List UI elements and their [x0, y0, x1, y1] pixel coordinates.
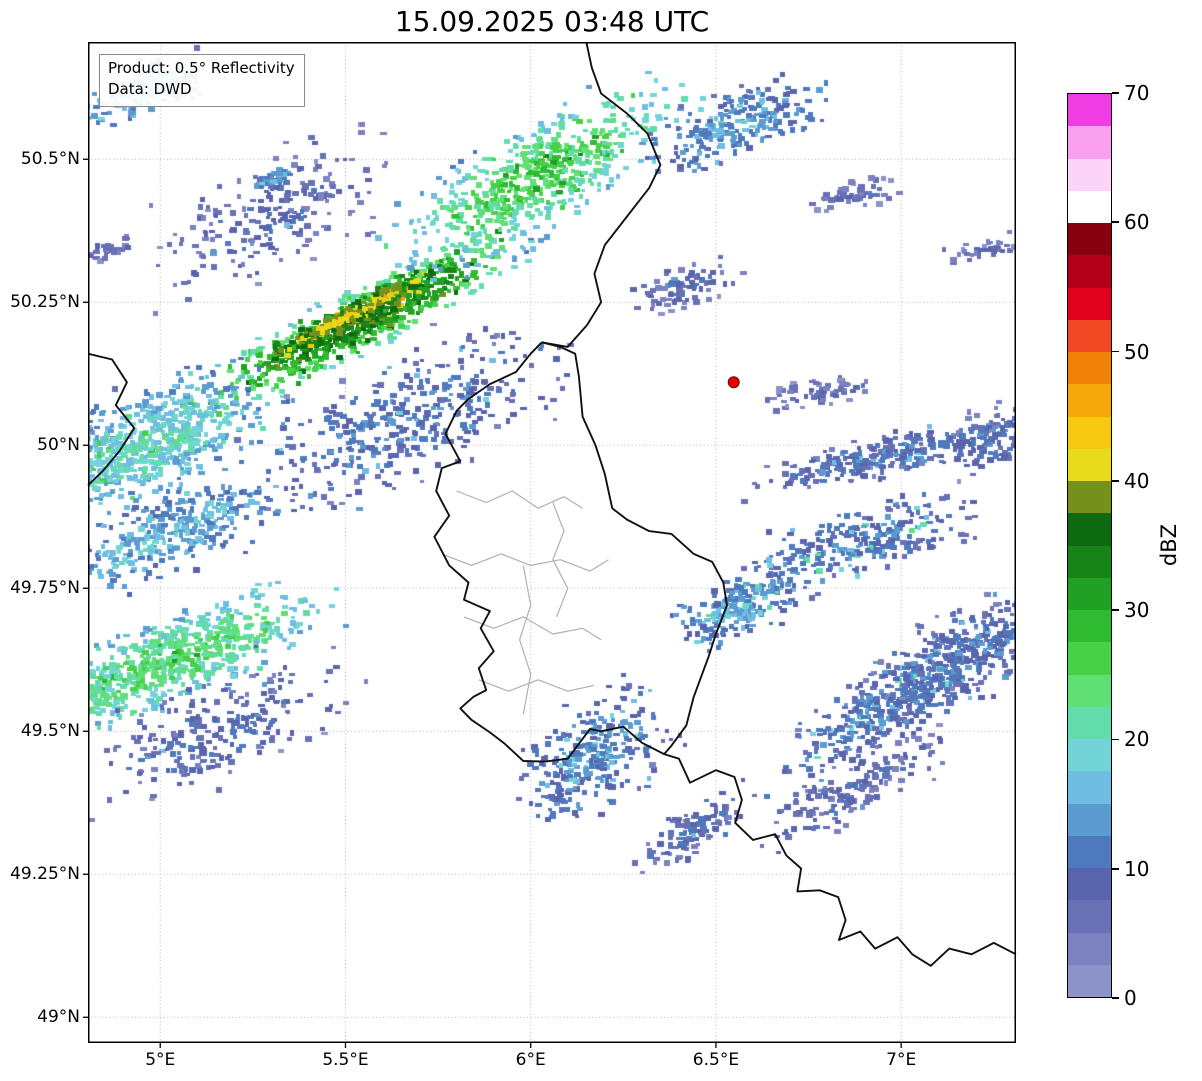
- colorbar-segment: [1068, 126, 1111, 159]
- colorbar-segment: [1068, 287, 1111, 320]
- colorbar-tick: [1112, 609, 1119, 611]
- colorbar-tick: [1112, 738, 1119, 741]
- colorbar-segment: [1068, 706, 1111, 739]
- colorbar-segment: [1068, 94, 1111, 127]
- axis-spine: [88, 42, 1016, 1043]
- y-tick-label: 49.25°N: [10, 864, 80, 885]
- y-tick-label: 49.75°N: [10, 578, 80, 599]
- region-border-path: [463, 616, 602, 641]
- colorbar-segment: [1068, 513, 1111, 546]
- figure-title: 15.09.2025 03:48 UTC: [394, 5, 710, 38]
- colorbar-segment: [1068, 223, 1111, 256]
- colorbar-segment: [1068, 674, 1111, 707]
- colorbar: [1067, 93, 1112, 998]
- colorbar-tick: [1112, 867, 1119, 870]
- colorbar-segment: [1068, 481, 1111, 514]
- country-border-path: [433, 341, 728, 763]
- colorbar-tick-label: 60: [1124, 210, 1150, 235]
- colorbar-segment: [1068, 158, 1111, 191]
- colorbar-segment: [1068, 771, 1111, 804]
- colorbar-tick-label: 70: [1124, 81, 1150, 105]
- colorbar-tick-label: 40: [1124, 468, 1150, 493]
- y-tick-label: 50°N: [37, 435, 80, 456]
- x-tick-label: 5°E: [145, 1050, 176, 1070]
- colorbar-segment: [1068, 255, 1111, 288]
- map-borders-layer: [83, 41, 1017, 1048]
- x-tick-label: 6.5°E: [692, 1050, 740, 1070]
- colorbar-segment: [1068, 900, 1111, 933]
- colorbar-segment: [1068, 352, 1111, 385]
- colorbar-segment: [1068, 835, 1111, 868]
- colorbar-segment: [1068, 610, 1111, 643]
- colorbar-segment: [1068, 319, 1111, 352]
- colorbar-segment: [1068, 416, 1111, 449]
- colorbar-tick-label: 30: [1124, 598, 1150, 623]
- colorbar-segment: [1068, 964, 1111, 997]
- colorbar-segment: [1068, 190, 1111, 223]
- colorbar-segment: [1068, 545, 1111, 578]
- country-border-path: [87, 352, 136, 486]
- colorbar-tick: [1112, 221, 1119, 224]
- y-tick-label: 49.5°N: [20, 721, 80, 742]
- x-tick-label: 7°E: [886, 1050, 917, 1070]
- colorbar-segment: [1068, 803, 1111, 836]
- colorbar-tick-label: 10: [1124, 856, 1150, 881]
- colorbar-segment: [1068, 448, 1111, 481]
- colorbar-tick: [1112, 480, 1119, 482]
- region-border-path: [441, 553, 609, 572]
- data-source-line: Data: DWD: [108, 80, 192, 99]
- colorbar-segment: [1068, 932, 1111, 965]
- country-border-path: [541, 41, 662, 348]
- colorbar-segment: [1068, 384, 1111, 417]
- colorbar-tick: [1112, 350, 1119, 353]
- region-border-path: [519, 565, 532, 715]
- colorbar-segment: [1068, 577, 1111, 610]
- region-border-path: [456, 490, 583, 509]
- colorbar-segment: [1068, 642, 1111, 675]
- colorbar-segment: [1068, 868, 1111, 901]
- y-tick-label: 50.5°N: [20, 149, 80, 170]
- radar-site-marker: [727, 376, 740, 389]
- product-info-box: Product: 0.5° Reflectivity Data: DWD: [99, 54, 305, 107]
- region-border-path: [552, 502, 569, 618]
- product-line: Product: 0.5° Reflectivity: [108, 59, 295, 77]
- country-border-path: [663, 753, 1017, 967]
- x-tick-label: 6°E: [515, 1050, 546, 1070]
- region-border-path: [478, 679, 594, 692]
- colorbar-tick: [1112, 997, 1119, 999]
- y-tick-label: 49°N: [37, 1007, 80, 1028]
- map-plot-area: Product: 0.5° Reflectivity Data: DWD: [83, 41, 1017, 1048]
- colorbar-unit-label: dBZ: [1157, 523, 1181, 567]
- colorbar-tick: [1112, 92, 1119, 94]
- colorbar-tick-label: 20: [1124, 727, 1150, 752]
- colorbar-tick-label: 50: [1124, 339, 1150, 364]
- radar-echo-canvas: [88, 42, 1016, 1043]
- colorbar-tick-label: 0: [1124, 986, 1137, 1010]
- y-tick-label: 50.25°N: [10, 292, 80, 313]
- colorbar-segment: [1068, 739, 1111, 772]
- x-tick-label: 5.5°E: [322, 1050, 369, 1070]
